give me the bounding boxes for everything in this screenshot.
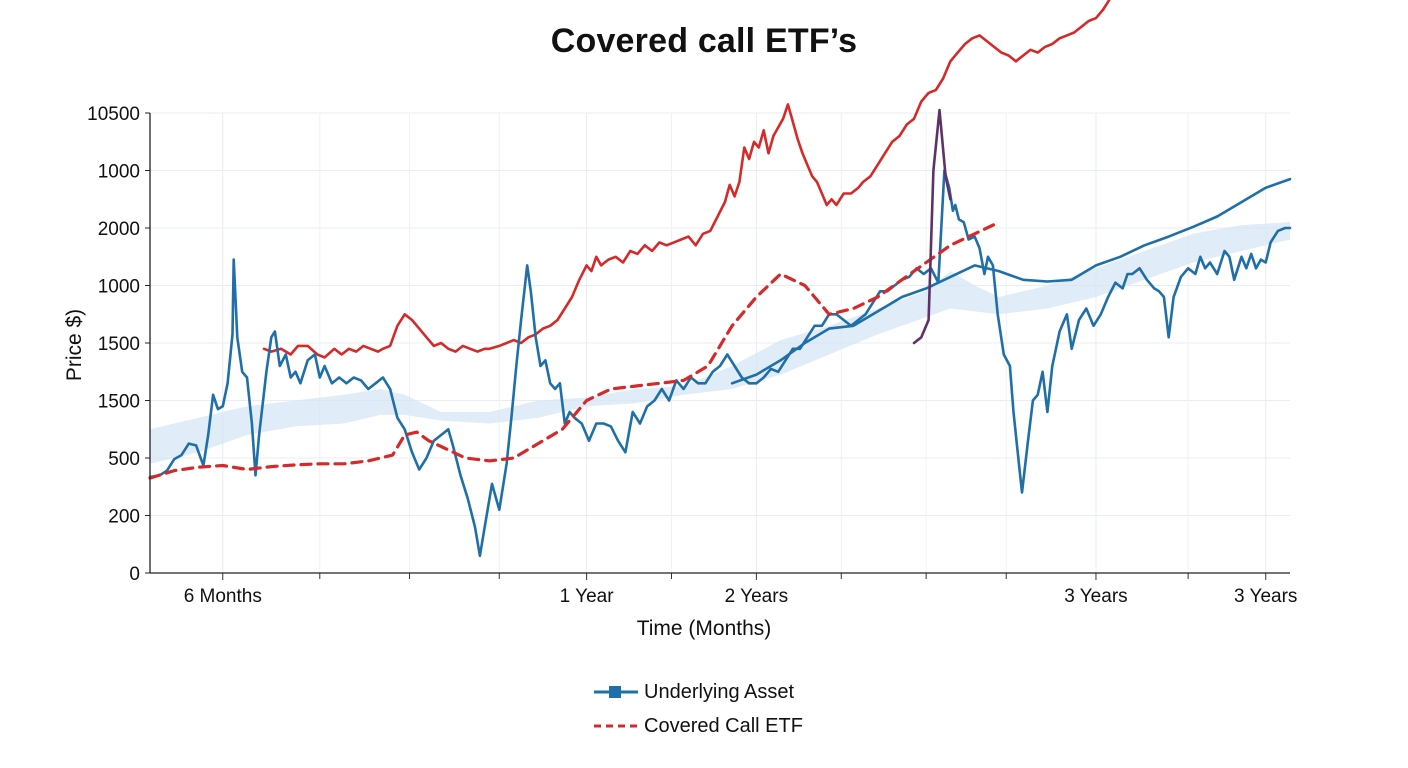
x-axis-title: Time (Months): [637, 617, 772, 640]
y-tick-label: 10500: [87, 104, 140, 125]
series-line-covered-call-etf: [148, 220, 1001, 480]
y-tick-label: 1500: [98, 392, 140, 413]
y-tick-label: 1000: [98, 277, 140, 298]
legend: Underlying Asset Covered Call ETF: [592, 675, 803, 743]
series-line-underlying-asset: [148, 169, 1292, 558]
series-line-underlying-asset-trend: [730, 177, 1292, 385]
y-tick-label: 2000: [98, 219, 140, 240]
legend-swatch-underlying-icon: [594, 686, 638, 698]
series-line-spike: [912, 108, 952, 345]
y-tick-label: 1500: [98, 334, 140, 355]
legend-item-covered-call[interactable]: Covered Call ETF: [592, 709, 803, 743]
x-tick-label: 3 Years: [1234, 586, 1297, 607]
y-tick-label: 1000: [98, 162, 140, 183]
legend-label-underlying: Underlying Asset: [644, 680, 795, 703]
x-tick-label: 1 Year: [560, 586, 615, 607]
legend-swatch-covered-call-icon: [594, 724, 638, 728]
chart-title: Covered call ETF’s: [550, 22, 858, 60]
series-layer: [148, 0, 1292, 558]
y-tick-label: 0: [129, 564, 140, 585]
range-band: [150, 222, 1290, 464]
y-tick-label: 500: [108, 449, 140, 470]
x-tick-label: 2 Years: [725, 586, 788, 607]
legend-item-underlying[interactable]: Underlying Asset: [592, 675, 803, 709]
legend-label-covered-call: Covered Call ETF: [644, 714, 803, 737]
y-tick-label: 200: [108, 507, 140, 528]
series-line-covered-call-etf-actual: [262, 0, 1111, 359]
y-tick-labels: 0 200 500 1500 1500 1000 2000 1000 10500: [87, 104, 140, 585]
x-tick-label: 6 Months: [184, 586, 262, 607]
x-tick-label: 3 Years: [1064, 586, 1127, 607]
y-axis-title: Price $): [63, 309, 86, 381]
axes: [145, 112, 1290, 580]
x-tick-labels: 6 Months 1 Year 2 Years 3 Years 3 Years: [184, 586, 1298, 607]
range-band-area: [150, 222, 1290, 464]
